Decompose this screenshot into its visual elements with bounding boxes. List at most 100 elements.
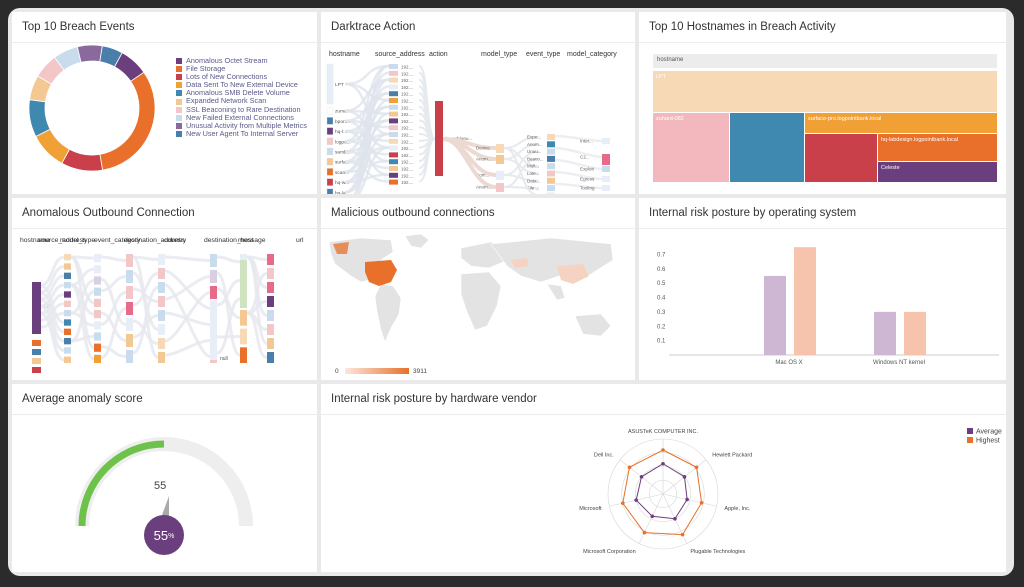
- radar-point[interactable]: [661, 448, 665, 452]
- radar-point[interactable]: [682, 475, 687, 479]
- legend-item[interactable]: File Storage: [176, 64, 307, 73]
- radar-point[interactable]: [650, 514, 655, 519]
- radar-point[interactable]: [642, 530, 647, 535]
- sankey-node[interactable]: [326, 137, 334, 145]
- sankey-node[interactable]: [389, 159, 398, 165]
- sankey-node[interactable]: [158, 268, 165, 279]
- sankey-node[interactable]: [94, 254, 101, 263]
- sankey-node[interactable]: [267, 282, 274, 293]
- sankey-node[interactable]: [32, 367, 41, 373]
- treemap-cell[interactable]: [805, 134, 877, 182]
- sankey-node[interactable]: [158, 296, 165, 307]
- sankey-node[interactable]: [94, 310, 101, 319]
- sankey-node[interactable]: [126, 318, 133, 331]
- sankey-node[interactable]: [389, 125, 398, 131]
- radar-point[interactable]: [661, 461, 665, 466]
- sankey-node[interactable]: [158, 310, 165, 321]
- map-region-usa[interactable]: [365, 260, 397, 286]
- sankey-node[interactable]: [389, 104, 398, 110]
- radar-legend-label[interactable]: Average: [976, 429, 1002, 436]
- treemap-cell[interactable]: zuhard-082: [653, 113, 729, 182]
- radar-point[interactable]: [699, 501, 704, 505]
- bar[interactable]: [764, 275, 786, 355]
- legend-item[interactable]: SSL Beaconing to Rare Destination: [176, 105, 307, 114]
- sankey-node[interactable]: [389, 132, 398, 137]
- sankey-node[interactable]: [547, 185, 555, 192]
- sankey-node[interactable]: [240, 328, 247, 345]
- sankey-node[interactable]: [602, 185, 610, 191]
- radar-point[interactable]: [620, 501, 625, 505]
- donut-slice[interactable]: [99, 71, 156, 171]
- sankey-node[interactable]: [389, 64, 398, 69]
- sankey-node[interactable]: [326, 107, 334, 115]
- radar-point[interactable]: [634, 498, 638, 502]
- sankey-node[interactable]: [94, 276, 101, 285]
- legend-item[interactable]: Anomalous Octet Stream: [176, 56, 307, 65]
- sankey-node[interactable]: [326, 117, 334, 125]
- sankey-node[interactable]: [267, 310, 274, 321]
- sankey-node[interactable]: [547, 170, 555, 177]
- map-region-alaska[interactable]: [333, 242, 349, 254]
- sankey-node[interactable]: [240, 310, 247, 326]
- legend-item[interactable]: Anomalous SMB Delete Volume: [176, 89, 307, 97]
- sankey-node[interactable]: [267, 296, 274, 307]
- sankey-node[interactable]: [210, 254, 217, 267]
- legend-item[interactable]: New User Agent To Internal Server: [176, 129, 307, 138]
- sankey-node[interactable]: [602, 176, 610, 182]
- sankey-node[interactable]: [94, 265, 101, 274]
- sankey-node[interactable]: [158, 282, 165, 293]
- map-region-europe[interactable]: [511, 258, 529, 268]
- sankey-node[interactable]: [389, 98, 398, 103]
- sankey-node[interactable]: [547, 141, 555, 148]
- treemap-cell[interactable]: surface-pro.logpointbank.local: [805, 113, 997, 133]
- sankey-node[interactable]: [158, 324, 165, 335]
- map-country[interactable]: [404, 233, 430, 249]
- sankey-node[interactable]: [64, 291, 71, 298]
- sankey-node[interactable]: [126, 302, 133, 315]
- donut-slice[interactable]: [76, 44, 103, 63]
- radar-legend-label[interactable]: Highest: [976, 438, 1000, 445]
- legend-item[interactable]: Data Sent To New External Device: [176, 81, 307, 89]
- bar[interactable]: [874, 311, 896, 355]
- sankey-node[interactable]: [94, 298, 101, 307]
- sankey-node[interactable]: [158, 352, 165, 363]
- sankey-node[interactable]: [547, 155, 555, 162]
- sankey-node[interactable]: [389, 118, 398, 124]
- sankey-node[interactable]: [389, 70, 398, 76]
- treemap-cell[interactable]: Celeste: [878, 162, 997, 182]
- radar-point[interactable]: [639, 475, 644, 479]
- sankey-node[interactable]: [326, 127, 334, 135]
- sankey-node[interactable]: [210, 270, 217, 283]
- legend-item[interactable]: New Failed External Connections: [176, 113, 307, 122]
- sankey-node[interactable]: [326, 178, 334, 186]
- sankey-node[interactable]: [435, 101, 443, 176]
- sankey-node[interactable]: [94, 343, 101, 352]
- sankey-node[interactable]: [389, 84, 398, 90]
- sankey-node[interactable]: [158, 338, 165, 349]
- bar[interactable]: [904, 311, 926, 355]
- sankey-node[interactable]: [94, 354, 101, 363]
- sankey-node[interactable]: [326, 158, 334, 166]
- legend-item[interactable]: Lots of New Connections: [176, 73, 307, 81]
- sankey-node[interactable]: [94, 332, 101, 341]
- sankey-node[interactable]: [547, 177, 555, 184]
- sankey-node[interactable]: [389, 152, 398, 158]
- radar-point[interactable]: [680, 532, 685, 537]
- sankey-node[interactable]: [126, 270, 133, 283]
- sankey-node[interactable]: [94, 287, 101, 296]
- sankey-node[interactable]: [602, 154, 610, 165]
- sankey-node[interactable]: [64, 300, 71, 307]
- sankey-node[interactable]: [32, 282, 41, 334]
- sankey-node[interactable]: [64, 328, 71, 335]
- radar-series[interactable]: [622, 449, 703, 536]
- sankey-node[interactable]: [32, 349, 41, 355]
- sankey-node[interactable]: [389, 111, 398, 117]
- donut-slice[interactable]: [28, 99, 51, 138]
- sankey-node[interactable]: [326, 63, 334, 105]
- sankey-node[interactable]: [267, 324, 274, 335]
- sankey-node[interactable]: [496, 183, 504, 192]
- map-country[interactable]: [574, 313, 612, 337]
- radar-series[interactable]: [635, 463, 688, 520]
- treemap-cell[interactable]: hq-labdesign.logpointbank.local: [878, 134, 997, 161]
- sankey-node[interactable]: [64, 310, 71, 317]
